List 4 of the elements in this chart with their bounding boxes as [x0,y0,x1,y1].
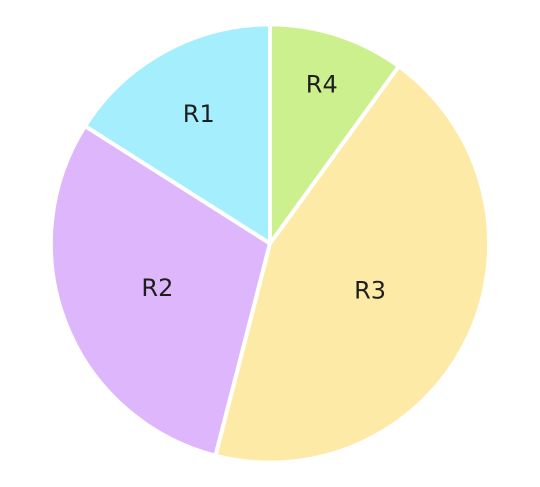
slice-label: R3 [354,276,386,305]
slice-label: R1 [182,100,215,128]
slice-label: R4 [306,70,338,98]
slice-label: R2 [141,274,174,302]
